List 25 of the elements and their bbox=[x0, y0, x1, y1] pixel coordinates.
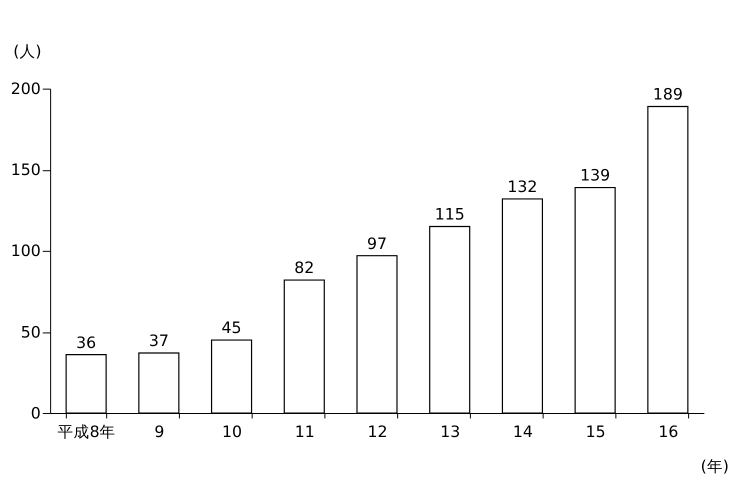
data-label: 37 bbox=[148, 331, 169, 350]
data-label: 36 bbox=[76, 332, 96, 352]
data-label: 132 bbox=[507, 177, 538, 196]
x-tick-label: 10 bbox=[222, 422, 242, 442]
y-tick-label: 50 bbox=[20, 322, 41, 342]
x-tick-label: 14 bbox=[512, 422, 533, 442]
x-tick-label: 平成8年 bbox=[58, 422, 116, 442]
y-tick-label: 100 bbox=[10, 241, 41, 260]
y-tick-label: 200 bbox=[10, 79, 41, 98]
x-tick-label: 12 bbox=[367, 422, 388, 442]
y-tick-label: 0 bbox=[30, 403, 41, 422]
data-label: 45 bbox=[222, 318, 242, 338]
x-axis-title: (年) bbox=[700, 456, 729, 476]
y-axis-title: (人) bbox=[13, 42, 42, 61]
data-label: 115 bbox=[434, 204, 465, 224]
x-tick-label: 13 bbox=[440, 422, 460, 442]
x-tick-label: 9 bbox=[154, 422, 164, 442]
data-label: 139 bbox=[580, 166, 610, 185]
x-tick-label: 16 bbox=[658, 422, 678, 442]
x-tick-label: 11 bbox=[294, 422, 315, 442]
data-label: 189 bbox=[652, 84, 683, 104]
data-label: 97 bbox=[366, 234, 387, 253]
data-label: 82 bbox=[294, 258, 314, 278]
x-tick-label: 15 bbox=[586, 422, 606, 442]
y-tick-label: 150 bbox=[10, 160, 41, 180]
